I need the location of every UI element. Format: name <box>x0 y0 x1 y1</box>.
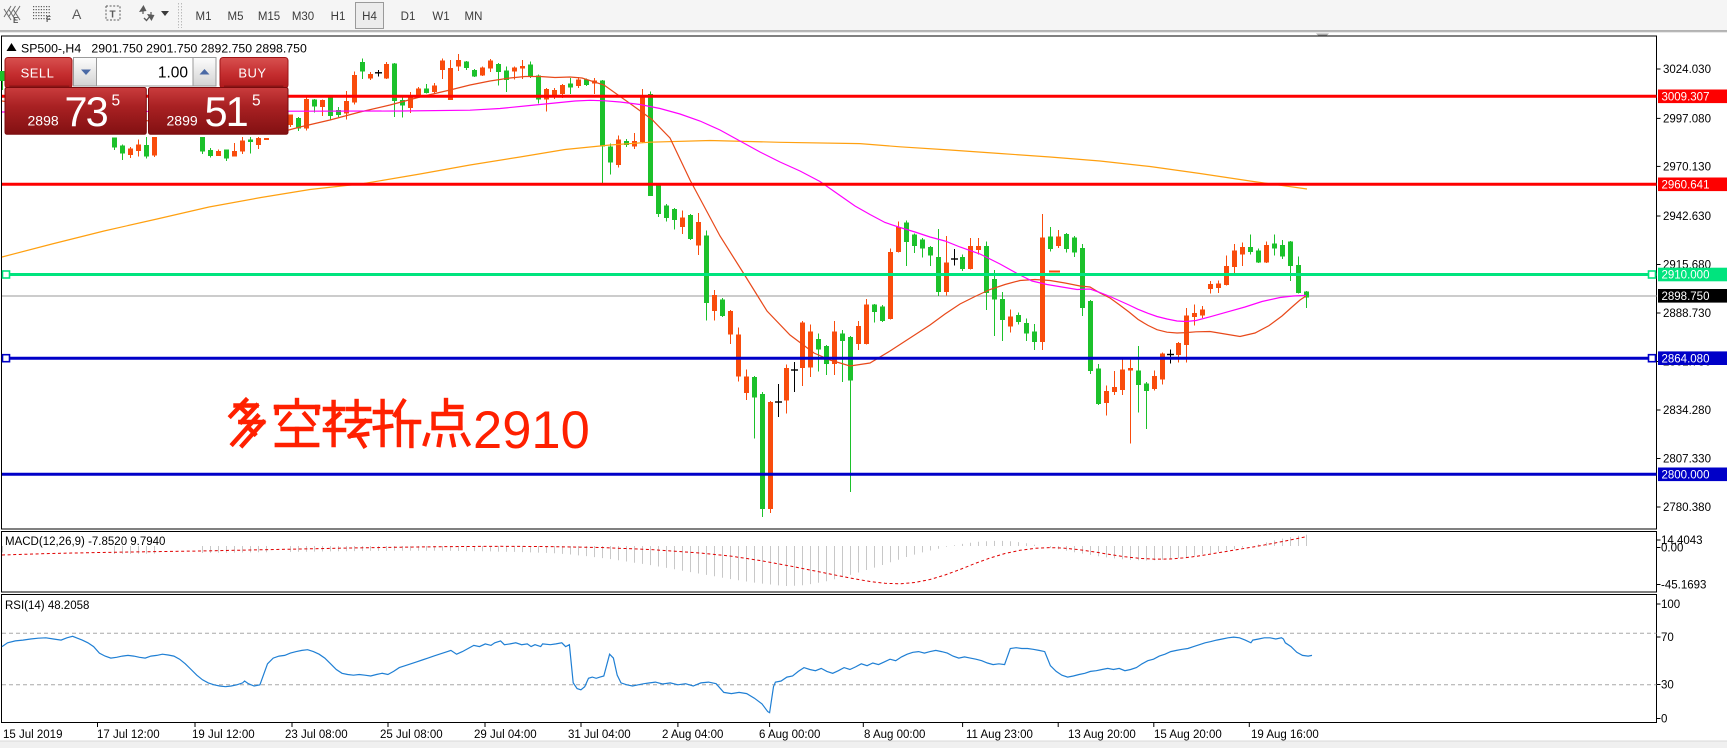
svg-text:2 Aug 04:00: 2 Aug 04:00 <box>662 729 723 741</box>
svg-text:2898.750: 2898.750 <box>1662 291 1710 303</box>
svg-text:11 Aug 23:00: 11 Aug 23:00 <box>966 729 1033 741</box>
svg-text:H4: H4 <box>362 11 377 23</box>
svg-text:17 Jul 12:00: 17 Jul 12:00 <box>97 729 160 741</box>
svg-text:H1: H1 <box>331 11 346 23</box>
svg-text:3009.307: 3009.307 <box>1662 92 1710 104</box>
svg-text:29 Jul 04:00: 29 Jul 04:00 <box>474 729 537 741</box>
svg-text:-45.1693: -45.1693 <box>1661 580 1706 592</box>
svg-text:3024.030: 3024.030 <box>1663 64 1711 76</box>
svg-text:T: T <box>110 10 116 21</box>
svg-text:100: 100 <box>1661 599 1680 611</box>
svg-text:6 Aug 00:00: 6 Aug 00:00 <box>759 729 820 741</box>
svg-text:M15: M15 <box>258 11 280 23</box>
svg-text:F: F <box>46 15 51 24</box>
svg-text:MN: MN <box>465 11 483 23</box>
svg-text:13 Aug 20:00: 13 Aug 20:00 <box>1068 729 1136 741</box>
svg-text:2997.080: 2997.080 <box>1663 113 1711 125</box>
svg-text:70: 70 <box>1661 632 1674 644</box>
svg-text:2807.330: 2807.330 <box>1663 454 1711 466</box>
svg-text:2800.000: 2800.000 <box>1662 470 1710 482</box>
svg-text:2834.280: 2834.280 <box>1663 405 1711 417</box>
svg-text:2780.380: 2780.380 <box>1663 502 1711 514</box>
svg-text:M5: M5 <box>228 11 244 23</box>
svg-text:2970.130: 2970.130 <box>1663 161 1711 173</box>
svg-text:RSI(14) 48.2058: RSI(14) 48.2058 <box>5 600 89 612</box>
svg-text:E: E <box>13 16 19 25</box>
svg-text:SELL: SELL <box>21 66 55 81</box>
svg-text:M30: M30 <box>292 11 314 23</box>
svg-text:5: 5 <box>112 93 121 110</box>
svg-text:1.00: 1.00 <box>158 65 189 82</box>
svg-text:23 Jul 08:00: 23 Jul 08:00 <box>285 729 348 741</box>
svg-text:2888.730: 2888.730 <box>1663 308 1711 320</box>
svg-text:15 Jul 2019: 15 Jul 2019 <box>3 729 62 741</box>
svg-text:5: 5 <box>252 93 261 110</box>
svg-text:0: 0 <box>1661 714 1667 726</box>
svg-text:2942.630: 2942.630 <box>1663 211 1711 223</box>
svg-text:2960.641: 2960.641 <box>1662 180 1710 192</box>
svg-text:15 Aug 20:00: 15 Aug 20:00 <box>1154 729 1222 741</box>
svg-text:30: 30 <box>1661 680 1674 692</box>
svg-text:2864.080: 2864.080 <box>1662 353 1710 365</box>
svg-text:31 Jul 04:00: 31 Jul 04:00 <box>568 729 631 741</box>
svg-text:2910: 2910 <box>473 401 590 460</box>
svg-text:SP500-,H4 2901.750 2901.750: SP500-,H4 2901.750 2901.750 2892.750 289… <box>21 42 307 56</box>
svg-text:MACD(12,26,9) -7.8520 9.7940: MACD(12,26,9) -7.8520 9.7940 <box>5 536 165 548</box>
svg-text:W1: W1 <box>432 11 449 23</box>
svg-text:14.4043: 14.4043 <box>1661 535 1703 547</box>
svg-text:8 Aug 00:00: 8 Aug 00:00 <box>864 729 925 741</box>
svg-text:25 Jul 08:00: 25 Jul 08:00 <box>380 729 443 741</box>
svg-text:M1: M1 <box>196 11 212 23</box>
svg-text:2898: 2898 <box>28 112 59 128</box>
svg-text:51: 51 <box>205 88 248 135</box>
svg-text:D1: D1 <box>401 11 416 23</box>
svg-text:BUY: BUY <box>238 66 266 81</box>
svg-text:19 Aug 16:00: 19 Aug 16:00 <box>1251 729 1319 741</box>
svg-text:2899: 2899 <box>167 112 198 128</box>
svg-text:0.00: 0.00 <box>1661 543 1683 555</box>
svg-text:73: 73 <box>65 88 108 135</box>
svg-text:A: A <box>72 6 82 22</box>
svg-text:2910.000: 2910.000 <box>1662 270 1710 282</box>
svg-text:19 Jul 12:00: 19 Jul 12:00 <box>192 729 255 741</box>
